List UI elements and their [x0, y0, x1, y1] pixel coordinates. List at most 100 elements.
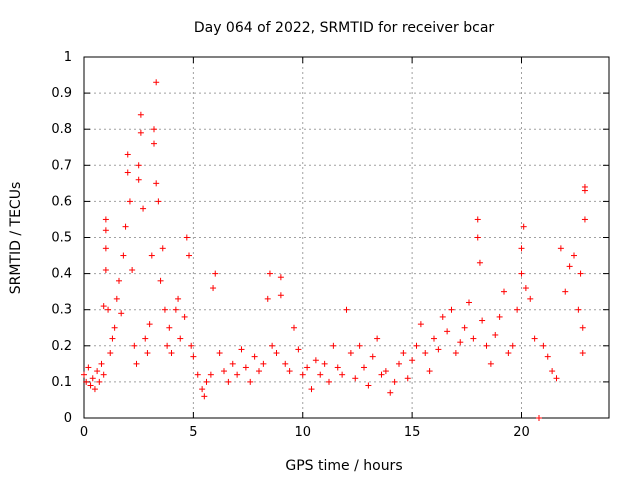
data-point [308, 386, 315, 393]
data-point [266, 270, 273, 277]
x-tick-labels: 0 5 10 15 20 [80, 425, 530, 440]
data-point [374, 335, 381, 342]
data-point [575, 306, 582, 313]
y-tick-label: 0 [64, 411, 72, 426]
data-point [387, 389, 394, 396]
data-point [157, 277, 164, 284]
data-point [229, 360, 236, 367]
data-point [129, 266, 136, 273]
data-point [566, 263, 573, 270]
data-point [457, 339, 464, 346]
data-point [107, 350, 114, 357]
data-point [122, 223, 129, 230]
data-point [334, 364, 341, 371]
x-tick-label: 20 [513, 425, 530, 440]
data-point [148, 252, 155, 259]
data-point [234, 371, 241, 378]
data-point [183, 234, 190, 241]
data-point [124, 151, 131, 158]
data-point [466, 299, 472, 306]
data-point [544, 353, 551, 360]
data-point [317, 371, 324, 378]
data-point [144, 350, 151, 357]
data-point [81, 371, 87, 378]
data-point [396, 360, 402, 367]
data-point [238, 346, 245, 353]
data-point [96, 378, 103, 385]
data-point [116, 277, 122, 284]
data-point [216, 350, 223, 357]
data-point [439, 313, 446, 320]
y-tick-label: 0.9 [51, 86, 72, 101]
data-point [562, 288, 569, 295]
data-point [369, 353, 376, 360]
data-point [113, 295, 120, 302]
data-point [153, 79, 160, 86]
data-point [435, 346, 442, 353]
data-point [417, 321, 424, 328]
data-point [83, 378, 90, 385]
data-point [102, 245, 109, 252]
data-point [135, 162, 142, 169]
y-tick-label: 0.2 [51, 339, 72, 354]
data-point [126, 198, 133, 205]
data-point [151, 126, 157, 133]
data-point [91, 386, 98, 393]
data-point [207, 371, 214, 378]
x-tick-label: 10 [294, 425, 311, 440]
data-point [87, 382, 94, 389]
data-point [448, 306, 455, 313]
data-point [190, 353, 197, 360]
data-point [277, 292, 284, 299]
chart-title: Day 064 of 2022, SRMTID for receiver bca… [194, 20, 495, 36]
y-axis-label: SRMTID / TECUs [8, 182, 24, 295]
y-tick-labels: 0 0.1 0.2 0.3 0.4 0.5 0.6 0.7 0.8 0.9 1 [51, 50, 72, 426]
data-point [444, 328, 451, 335]
data-point [509, 342, 516, 349]
data-point [479, 317, 486, 324]
data-point [286, 368, 293, 375]
data-point [264, 295, 271, 302]
data-point [553, 375, 560, 382]
x-tick-label: 15 [404, 425, 421, 440]
data-point [194, 371, 201, 378]
data-point [89, 375, 96, 382]
x-tick-label: 5 [189, 425, 197, 440]
data-point [124, 169, 131, 176]
data-point [365, 382, 372, 389]
data-point [203, 378, 210, 385]
y-tick-label: 0.6 [51, 194, 72, 209]
data-point [120, 252, 127, 259]
data-point [431, 335, 437, 342]
data-point [326, 378, 332, 385]
data-point [98, 360, 105, 367]
data-point [277, 274, 284, 281]
x-axis-label: GPS time / hours [285, 458, 402, 474]
data-point [242, 364, 249, 371]
data-point [400, 350, 407, 357]
y-tick-label: 0.4 [51, 267, 72, 282]
data-point [422, 350, 429, 357]
data-point [483, 342, 490, 349]
y-tick-label: 0.3 [51, 303, 72, 318]
data-point [256, 368, 262, 375]
data-point [177, 335, 184, 342]
data-point [181, 313, 188, 320]
data-point [321, 360, 328, 367]
data-point [579, 350, 586, 357]
data-point [299, 371, 306, 378]
data-point [356, 342, 363, 349]
data-point [474, 234, 481, 241]
data-point [312, 357, 319, 364]
data-point [343, 306, 350, 313]
data-point [102, 266, 109, 273]
data-point [100, 303, 107, 310]
data-point [391, 378, 398, 385]
data-point [531, 335, 538, 342]
data-point [470, 335, 477, 342]
data-point [413, 342, 420, 349]
data-point [581, 216, 588, 223]
data-point [260, 360, 267, 367]
data-point [505, 350, 512, 357]
y-tick-label: 0.8 [51, 122, 72, 137]
